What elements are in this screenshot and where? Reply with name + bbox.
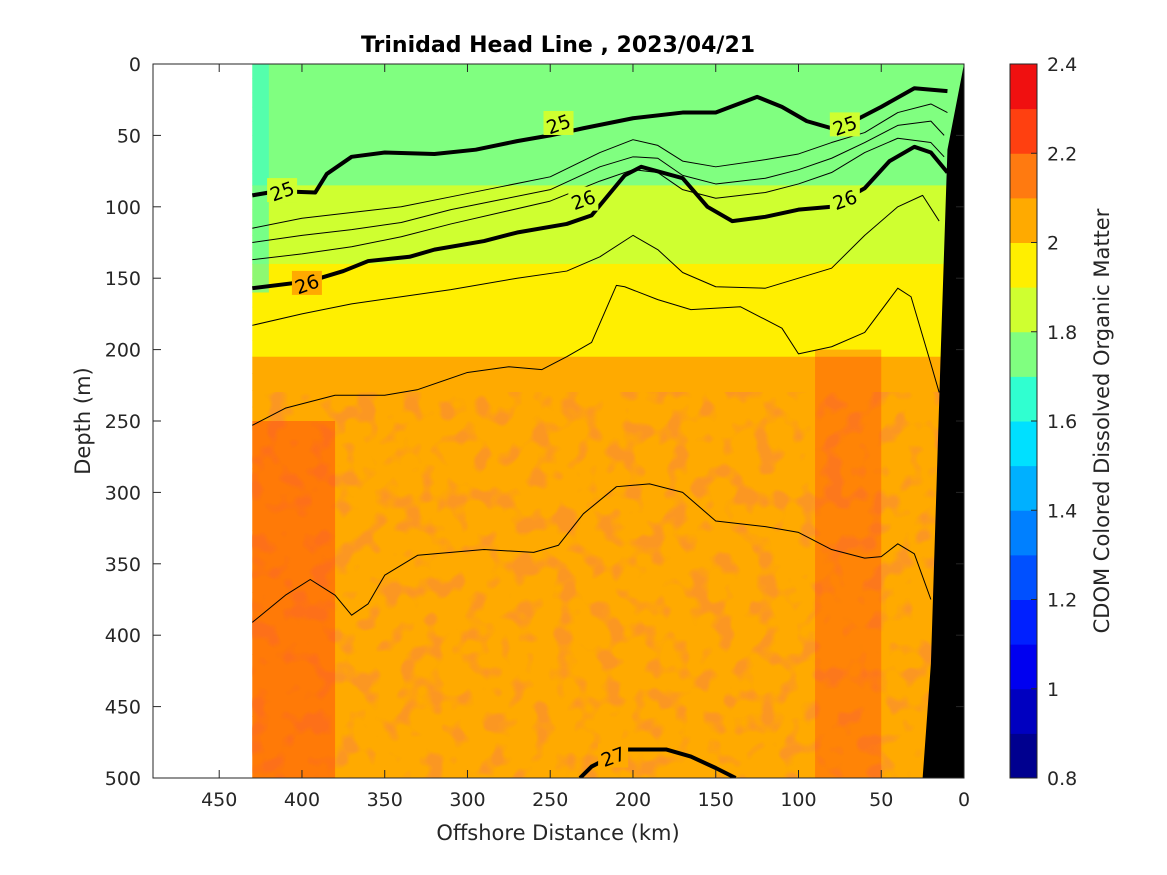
cdom-band: [252, 292, 964, 308]
colorbar-swatch: [1010, 733, 1037, 779]
y-tick-label: 500: [105, 768, 141, 790]
seafloor: [922, 64, 964, 778]
colorbar-swatch: [1010, 644, 1037, 690]
colorbar-label: CDOM Colored Dissolved Organic Matter: [1090, 208, 1114, 633]
y-tick-label: 300: [105, 482, 141, 504]
x-tick-label: 100: [780, 789, 816, 811]
colorbar-tick-label: 2: [1047, 233, 1059, 255]
x-tick-label: 150: [698, 789, 734, 811]
colorbar-swatch: [1010, 421, 1037, 467]
cdom-band: [252, 306, 964, 325]
cdom-band: [252, 185, 964, 198]
x-tick-label: 250: [532, 789, 568, 811]
density-contour-line: [252, 284, 940, 426]
y-tick-label: 350: [105, 554, 141, 576]
cdom-high-offshore: [252, 421, 336, 778]
colorbar-swatch: [1010, 287, 1037, 333]
contour-label-bg: [543, 110, 574, 135]
cdom-field: [252, 64, 964, 778]
y-tick-label: 0: [129, 54, 141, 76]
colorbar-tick-label: 1.6: [1047, 411, 1077, 433]
colorbar-tick-label: 0.8: [1047, 768, 1077, 790]
colorbar-swatch: [1010, 688, 1037, 734]
colorbar-swatch: [1010, 197, 1037, 243]
colorbar-swatch: [1010, 465, 1037, 511]
y-tick-label: 50: [117, 125, 141, 147]
density-contour-line: [252, 120, 945, 243]
x-tick-label: 200: [615, 789, 651, 811]
cdom-band: [252, 78, 964, 94]
cdom-band: [252, 197, 964, 210]
cdom-band: [252, 161, 964, 175]
cdom-band: [252, 356, 964, 374]
colorbar-tick-label: 1.2: [1047, 590, 1077, 612]
y-tick-label: 200: [105, 340, 141, 362]
y-axis-label: Depth (m): [71, 367, 95, 474]
colorbar-swatch: [1010, 242, 1037, 288]
cdom-band: [252, 263, 964, 279]
density-contours: [251, 86, 949, 778]
x-axis-label: Offshore Distance (km): [436, 821, 679, 845]
cdom-band: [252, 121, 964, 136]
contour-label-bg: [291, 270, 322, 295]
contour-label-bg: [598, 743, 629, 768]
colorbar-swatch: [1010, 153, 1037, 199]
colorbar: 0.8 1 1.2 1.4 1.6 1.8 2 2.2 2.4: [1009, 54, 1077, 790]
colorbar-swatch: [1010, 108, 1037, 154]
x-tick-label: 0: [958, 789, 970, 811]
colorbar-swatch: [1010, 331, 1037, 377]
cdom-band: [252, 135, 964, 151]
chart-title: Trinidad Head Line , 2023/04/21: [361, 33, 755, 58]
cdom-patches: [252, 392, 964, 778]
density-contour-line: [578, 747, 737, 778]
x-tick-label: 350: [367, 789, 403, 811]
seafloor-bathymetry: [922, 64, 964, 778]
x-axis: 450 400 350 300 250 200 150 100 50 0: [201, 64, 970, 811]
colorbar-tick-label: 1.4: [1047, 500, 1077, 522]
density-contour-line: [252, 194, 940, 326]
contour-label-bg: [829, 186, 860, 211]
colorbar-swatch: [1010, 554, 1037, 600]
cdom-band: [252, 323, 964, 341]
colorbar-tick-label: 2.2: [1047, 143, 1077, 165]
density-contour-line: [251, 483, 932, 623]
y-axis: 0 50 100 150 200 250 300 350 400 450 500: [105, 54, 964, 790]
y-tick-label: 400: [105, 625, 141, 647]
colorbar-tick-label: 1.8: [1047, 322, 1077, 344]
y-tick-label: 250: [105, 411, 141, 433]
density-contour-line: [252, 103, 948, 229]
y-tick-label: 450: [105, 697, 141, 719]
cdom-band: [252, 373, 964, 391]
y-tick-label: 150: [105, 268, 141, 290]
contour-label-bg: [267, 178, 298, 203]
cdom-band: [252, 249, 964, 265]
cdom-band: [252, 92, 964, 108]
cdom-band: [252, 235, 964, 251]
cdom-band: [252, 173, 964, 186]
density-contour-line: [252, 144, 949, 291]
cdom-low-edge: [252, 64, 269, 293]
x-tick-label: 450: [201, 789, 237, 811]
colorbar-tick-label: 1: [1047, 679, 1059, 701]
contour-label-bg: [568, 186, 599, 211]
colorbar-tick-label: 2.4: [1047, 54, 1077, 76]
y-tick-label: 100: [105, 197, 141, 219]
cdom-band: [252, 340, 964, 358]
colorbar-swatch: [1010, 599, 1037, 645]
x-tick-label: 50: [869, 789, 893, 811]
cdom-band: [252, 209, 964, 222]
colorbar-swatch: [1010, 510, 1037, 556]
cdom-band: [252, 221, 964, 236]
colorbar-swatch: [1010, 376, 1037, 422]
cdom-high-nearshore: [815, 349, 882, 778]
contour-label-bg: [829, 112, 860, 137]
cdom-band: [252, 278, 964, 294]
colorbar-swatch: [1010, 64, 1037, 110]
x-tick-label: 400: [284, 789, 320, 811]
cdom-band: [252, 64, 964, 79]
x-tick-label: 300: [449, 789, 485, 811]
